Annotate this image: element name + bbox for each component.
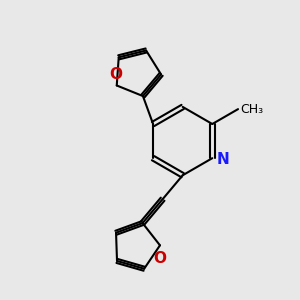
Text: O: O [109,67,122,82]
Text: N: N [216,152,229,167]
Text: O: O [154,251,166,266]
Text: CH₃: CH₃ [240,103,263,116]
